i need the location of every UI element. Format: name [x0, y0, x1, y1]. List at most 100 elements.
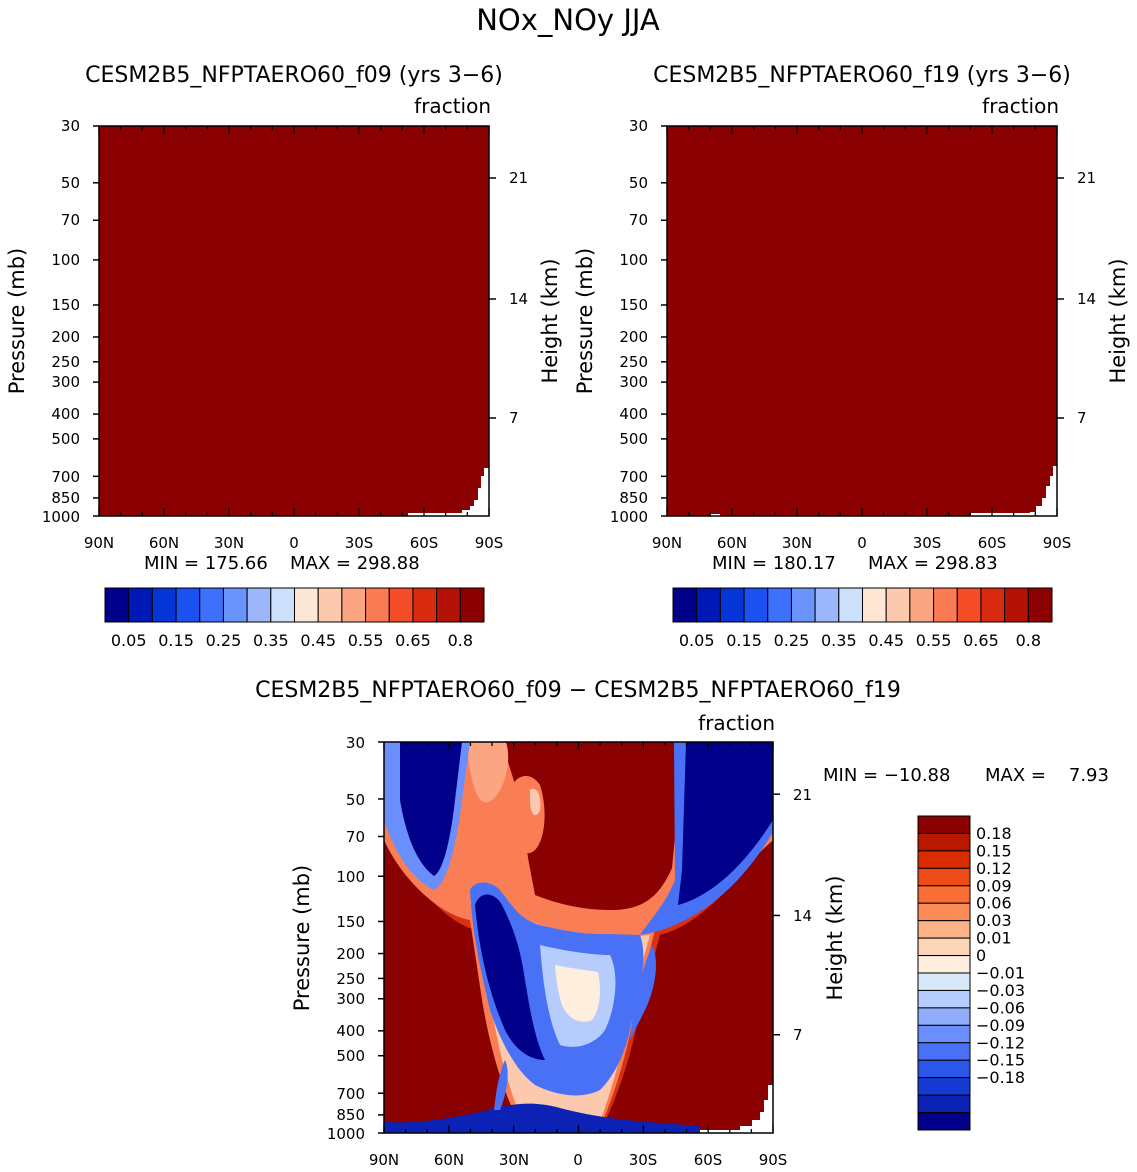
- x-tick-label: 90N: [369, 1151, 399, 1169]
- y-tick-label: 250: [619, 353, 648, 371]
- colorbar-label: 0.03: [976, 911, 1012, 930]
- colorbar-swatch: [151, 587, 177, 623]
- y-tick-label: 850: [619, 489, 648, 507]
- y-tick-label: 700: [336, 1085, 365, 1103]
- x-tick-label: 30N: [499, 1151, 529, 1169]
- colorbar-label: 0.25: [206, 631, 242, 650]
- colorbar-swatch: [696, 587, 721, 623]
- diff-surface-blue-streak: [494, 1060, 508, 1110]
- colorbar-label: −0.09: [976, 1016, 1025, 1035]
- y-tick-label: 700: [51, 468, 80, 486]
- height-tick-label: 14: [793, 907, 812, 925]
- colorbar-swatch: [917, 1094, 971, 1114]
- colorbar-swatch: [743, 587, 769, 623]
- colorbar-label: 0.15: [976, 841, 1012, 860]
- height-tick-label: 7: [1077, 409, 1087, 427]
- panel-1-missing-gap: [408, 468, 489, 516]
- colorbar-label: 0.8: [448, 631, 473, 650]
- colorbar-swatch: [672, 587, 698, 623]
- colorbar-swatch: [317, 587, 343, 623]
- colorbar-swatch: [862, 587, 887, 623]
- y-tick-label: 200: [619, 328, 648, 346]
- colorbar-label: −0.12: [976, 1033, 1025, 1052]
- colorbar-swatch: [917, 902, 971, 922]
- y-tick-label: 1000: [327, 1125, 365, 1143]
- panel-1: CESM2B5_NFPTAERO60_f09 (yrs 3−6) fractio…: [5, 63, 562, 650]
- y-tick-label: 150: [619, 296, 648, 314]
- height-tick-label: 14: [1077, 290, 1096, 308]
- figure-title: NOx_NOy JJA: [476, 3, 660, 37]
- colorbar-label: −0.15: [976, 1051, 1025, 1070]
- y-tick-label: 30: [61, 117, 80, 135]
- colorbar-swatch: [917, 1024, 971, 1044]
- diff-blue-mid-streak: [630, 945, 656, 1040]
- panel-2-x-ticks: 90N 60N 30N 0 30S 60S 90S: [652, 534, 1071, 552]
- panel-2-y-axis-label-right: Height (km): [1106, 258, 1130, 383]
- colorbar-label: 0.12: [976, 859, 1012, 878]
- panel-diff-min-label: MIN = −10.88: [823, 765, 950, 786]
- panel-2-y-ticks: 30 50 70 100 150 200 250 300 400 500 700…: [610, 117, 648, 526]
- x-tick-label: 90N: [84, 534, 114, 552]
- colorbar-swatch: [917, 850, 971, 869]
- colorbar-swatch: [294, 587, 319, 623]
- colorbar-swatch: [128, 587, 153, 623]
- panel-diff-height-ticks: 21 14 7: [793, 786, 812, 1044]
- height-tick-label: 14: [509, 290, 528, 308]
- x-tick-label: 0: [573, 1151, 583, 1169]
- panel-1-max-label: MAX = 298.88: [290, 553, 420, 574]
- y-tick-label: 70: [629, 211, 648, 229]
- colorbar-swatch: [917, 1112, 971, 1131]
- colorbar-label: −0.03: [976, 981, 1025, 1000]
- y-tick-label: 1000: [610, 508, 648, 526]
- colorbar-swatch: [767, 587, 792, 623]
- panel-diff-x-ticks: 90N 60N 30N 0 30S 60S 90S: [369, 1151, 787, 1169]
- panel-2: CESM2B5_NFPTAERO60_f19 (yrs 3−6) fractio…: [573, 63, 1130, 650]
- colorbar-swatch: [885, 587, 911, 623]
- colorbar-swatch: [909, 587, 935, 623]
- panel-1-x-ticks: 90N 60N 30N 0 30S 60S 90S: [84, 534, 503, 552]
- y-tick-label: 300: [51, 373, 80, 391]
- panel-2-y-axis-label: Pressure (mb): [573, 248, 597, 395]
- colorbar-swatch: [933, 587, 958, 623]
- colorbar-label: 0.45: [300, 631, 336, 650]
- colorbar-label: 0.45: [868, 631, 904, 650]
- colorbar-label: 0.18: [976, 824, 1012, 843]
- y-tick-label: 400: [619, 405, 648, 423]
- x-tick-label: 0: [289, 534, 299, 552]
- panel-1-plot: 90N 60N 30N 0 30S 60S 90S 30 50 70 100 1…: [5, 117, 562, 552]
- colorbar-swatch: [917, 937, 971, 957]
- colorbar-swatch: [917, 867, 971, 887]
- colorbar-swatch: [1027, 587, 1053, 623]
- x-tick-label: 30N: [214, 534, 244, 552]
- diff-upper-tongue3: [530, 788, 541, 816]
- panel-2-title: CESM2B5_NFPTAERO60_f19 (yrs 3−6): [653, 63, 1071, 88]
- colorbar-swatch: [412, 587, 438, 623]
- x-tick-label: 30S: [629, 1151, 658, 1169]
- x-tick-label: 90N: [652, 534, 682, 552]
- colorbar-label: 0.05: [111, 631, 147, 650]
- colorbar-label: 0.01: [976, 929, 1012, 948]
- panel-diff-plot: 90N 60N 30N 0 30S 60S 90S 30 50 70 100 1…: [290, 734, 847, 1169]
- colorbar-swatch: [270, 587, 295, 623]
- y-tick-label: 70: [61, 211, 80, 229]
- y-tick-label: 30: [629, 117, 648, 135]
- x-tick-label: 60N: [717, 534, 747, 552]
- panel-diff-max-label: MAX = 7.93: [985, 765, 1109, 786]
- height-tick-label: 21: [793, 786, 812, 804]
- y-tick-label: 150: [336, 913, 365, 931]
- y-tick-label: 1000: [42, 508, 80, 526]
- colorbar-swatch: [917, 920, 971, 939]
- panel-2-units: fraction: [982, 94, 1059, 118]
- panel-1-title: CESM2B5_NFPTAERO60_f09 (yrs 3−6): [85, 63, 503, 88]
- y-tick-label: 200: [336, 945, 365, 963]
- x-tick-label: 60N: [434, 1151, 464, 1169]
- x-tick-label: 30S: [345, 534, 374, 552]
- x-tick-label: 60S: [694, 1151, 723, 1169]
- panel-2-plot: 90N 60N 30N 0 30S 60S 90S 30 50 70 100 1…: [573, 117, 1130, 552]
- y-tick-label: 500: [51, 430, 80, 448]
- panel-2-field: [667, 126, 1057, 516]
- colorbar-swatch: [436, 587, 461, 623]
- colorbar-label: 0.25: [774, 631, 810, 650]
- colorbar-label: 0.65: [963, 631, 999, 650]
- colorbar-label: 0.65: [395, 631, 431, 650]
